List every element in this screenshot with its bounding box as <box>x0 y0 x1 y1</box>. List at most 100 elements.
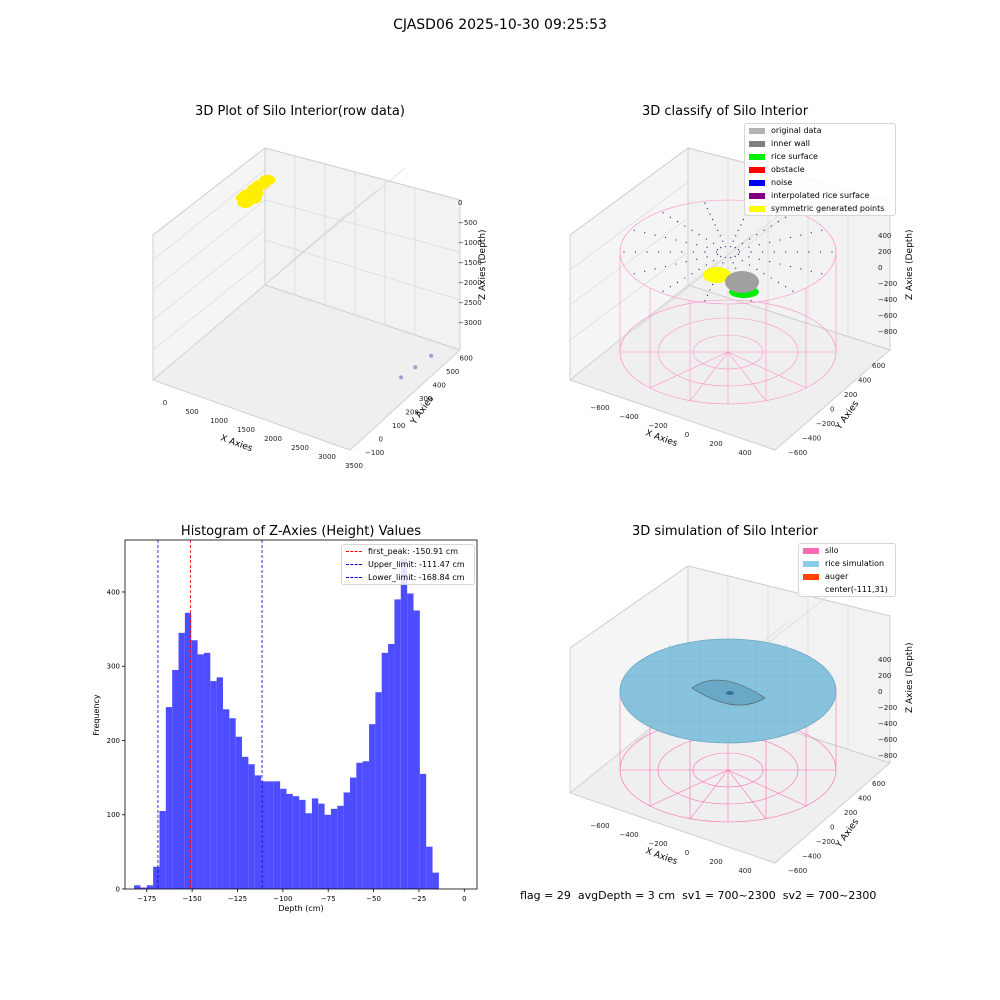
legend-label: center(-111,31) <box>825 585 888 594</box>
x-tick-label: −75 <box>321 895 336 903</box>
histogram-bar <box>153 866 160 889</box>
p1-tick-labels: 0500100015002000250030003500−10001002003… <box>163 199 482 470</box>
surface-dot <box>633 229 635 231</box>
legend-item: Lower_limit: -168.84 cm <box>342 571 474 584</box>
surface-dot <box>800 234 802 236</box>
panel3-histogram: −175 −150 −125 −100 −75 −50 −25 00100200300400 … <box>92 539 478 913</box>
legend-item: auger <box>799 570 895 583</box>
surface-dot <box>669 216 671 218</box>
y-tick-label: −600 <box>788 867 807 875</box>
histogram-bar <box>172 669 179 889</box>
scatter-point <box>251 180 268 191</box>
histogram-bar <box>286 793 293 889</box>
surface-dot <box>706 294 709 296</box>
histogram-bar <box>318 803 325 889</box>
x-tick-label: −200 <box>648 422 667 430</box>
y-tick-label: 0 <box>830 824 834 832</box>
surface-dot <box>664 236 667 239</box>
surface-dot <box>644 270 646 272</box>
surface-dot <box>750 300 752 302</box>
surface-dot <box>729 256 732 259</box>
surface-dot <box>705 264 707 266</box>
surface-dot <box>711 283 714 286</box>
figure-title: CJASD06 2025-10-30 09:25:53 <box>393 17 607 33</box>
y-tick-label: 200 <box>107 737 120 745</box>
surface-dot <box>724 245 727 248</box>
surface-dot <box>785 216 787 218</box>
y-tick-label: 400 <box>858 795 871 803</box>
histogram-bar <box>343 792 350 889</box>
x-tick-label: −150 <box>183 895 202 903</box>
p2-zlabel: Z Axies (Depth) <box>905 229 915 300</box>
legend-label: Upper_limit: -111.47 cm <box>368 560 465 569</box>
surface-dot <box>698 268 700 270</box>
surface-dot <box>785 286 787 288</box>
histogram-bar <box>191 640 198 889</box>
surface-dot <box>691 273 693 275</box>
histogram-bar <box>413 610 420 889</box>
z-tick-label: −600 <box>878 312 897 320</box>
x-tick-label: −25 <box>412 895 427 903</box>
z-tick-label: 400 <box>878 656 891 664</box>
surface-dot <box>646 251 648 253</box>
x-tick-label: 200 <box>709 440 722 448</box>
histogram-xlabel: Depth (cm) <box>278 904 323 913</box>
legend-item: noise <box>745 176 895 189</box>
y-tick-label: 0 <box>116 886 120 894</box>
surface-dot <box>734 255 736 257</box>
histogram-threshold-lines <box>157 540 263 889</box>
y-tick-label: 400 <box>858 377 871 385</box>
histogram-ylabel: Frequency <box>92 694 101 736</box>
legend-label: noise <box>771 178 793 187</box>
surface-dot <box>737 253 740 256</box>
histogram-bar <box>184 612 192 889</box>
legend-swatch <box>749 205 765 212</box>
status-avg-depth: avgDepth = 3 cm <box>577 889 676 902</box>
z-tick-label: −800 <box>878 328 897 336</box>
y-tick-label: 600 <box>460 355 473 363</box>
surface-dot <box>831 251 833 253</box>
histogram-bar <box>134 885 141 889</box>
surface-dot <box>789 236 792 239</box>
z-tick-label: −2000 <box>458 279 482 287</box>
histogram-bar <box>261 781 268 889</box>
panel4-title: 3D simulation of Silo Interior <box>632 524 818 539</box>
panel1-plot: 0500100015002000250030003500−10001002003… <box>151 146 488 470</box>
surface-dot <box>696 244 698 246</box>
y-tick-label: −100 <box>365 449 384 457</box>
y-tick-label: −200 <box>816 420 835 428</box>
surface-dot <box>658 251 660 253</box>
panel1-title: 3D Plot of Silo Interior(row data) <box>195 104 405 119</box>
histogram-bar <box>324 814 331 889</box>
p4-rice-mesh <box>621 639 835 743</box>
surface-dot <box>773 251 775 253</box>
histogram-bar <box>426 846 433 889</box>
p2-inner-wall <box>725 271 759 293</box>
surface-dot <box>819 251 822 253</box>
surface-dot <box>740 224 742 226</box>
surface-dot <box>763 273 765 275</box>
surface-dot <box>704 202 706 204</box>
x-tick-label: −125 <box>228 895 247 903</box>
y-tick-label: 400 <box>433 382 446 390</box>
x-tick-label: 0 <box>685 431 689 439</box>
legend-label: first_peak: -150.91 cm <box>368 547 459 556</box>
scatter-point <box>413 365 418 370</box>
y-tick-label: −600 <box>788 449 807 457</box>
surface-dot <box>664 265 667 268</box>
x-tick-label: 2000 <box>264 435 282 443</box>
status-sv1: sv1 = 700~2300 <box>682 889 776 902</box>
histogram-bar <box>242 756 249 889</box>
histogram-bar <box>375 692 382 889</box>
histogram-bar <box>299 799 306 889</box>
legend-swatch <box>803 587 819 593</box>
legend-swatch <box>749 179 765 186</box>
legend-item: rice surface <box>745 150 895 163</box>
surface-dot <box>796 251 798 253</box>
surface-dot <box>662 290 664 292</box>
surface-dot <box>675 239 677 241</box>
y-tick-label: 400 <box>107 588 120 596</box>
histogram-bar <box>292 796 300 889</box>
legend-label: rice simulation <box>825 559 885 568</box>
